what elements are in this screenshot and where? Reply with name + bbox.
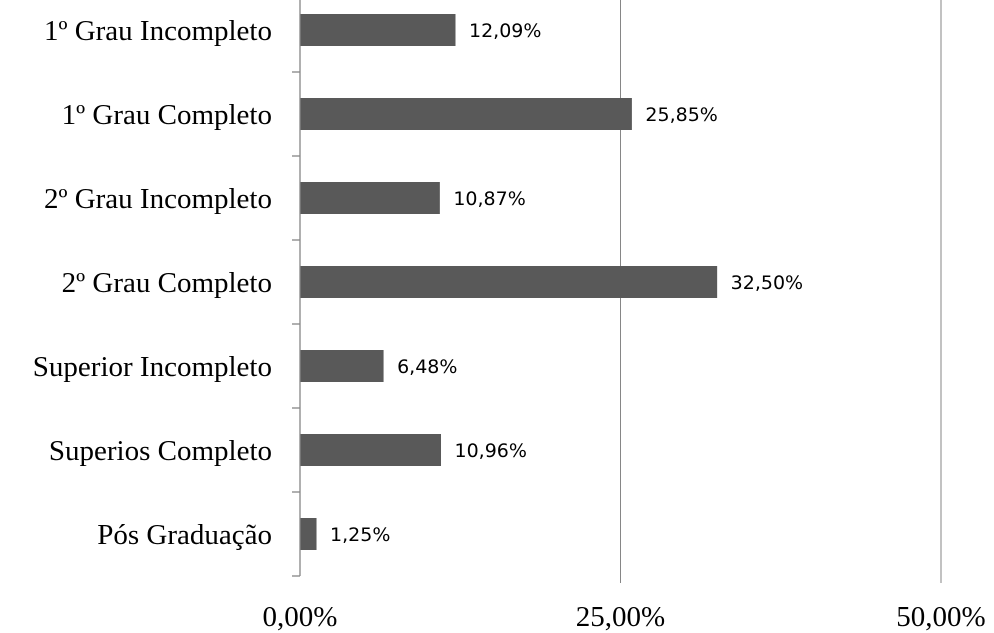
category-label: 1º Grau Completo — [62, 99, 272, 131]
data-label: 10,96% — [455, 440, 527, 462]
bar — [300, 266, 718, 298]
x-tick-label: 50,00% — [896, 601, 985, 633]
axes — [292, 0, 301, 577]
bar — [300, 350, 384, 382]
category-label: Pós Graduação — [97, 519, 272, 551]
data-label: 32,50% — [731, 272, 803, 294]
bar — [300, 182, 440, 214]
bars — [300, 14, 718, 550]
category-label: Superios Completo — [49, 435, 272, 467]
x-tick-label: 0,00% — [263, 601, 338, 633]
data-label: 6,48% — [397, 356, 457, 378]
data-labels: 12,09% 25,85% 10,87% 32,50% 6,48% 10,96% 1,25% — [330, 20, 803, 546]
x-tick-label: 25,00% — [576, 601, 665, 633]
bar — [300, 14, 456, 46]
category-labels: 1º Grau Incompleto 1º Grau Completo 2º Gra… — [33, 15, 272, 551]
bar — [300, 98, 632, 130]
category-label: 1º Grau Incompleto — [44, 15, 272, 47]
data-label: 1,25% — [330, 524, 390, 546]
bar — [300, 518, 317, 550]
bar — [300, 434, 442, 466]
x-tick-labels: 0,00% 25,00% 50,00% — [263, 601, 986, 633]
data-label: 25,85% — [645, 104, 717, 126]
data-label: 12,09% — [469, 20, 541, 42]
data-label: 10,87% — [453, 188, 525, 210]
category-label: Superior Incompleto — [33, 351, 272, 383]
category-label: 2º Grau Completo — [62, 267, 272, 299]
category-label: 2º Grau Incompleto — [44, 183, 272, 215]
